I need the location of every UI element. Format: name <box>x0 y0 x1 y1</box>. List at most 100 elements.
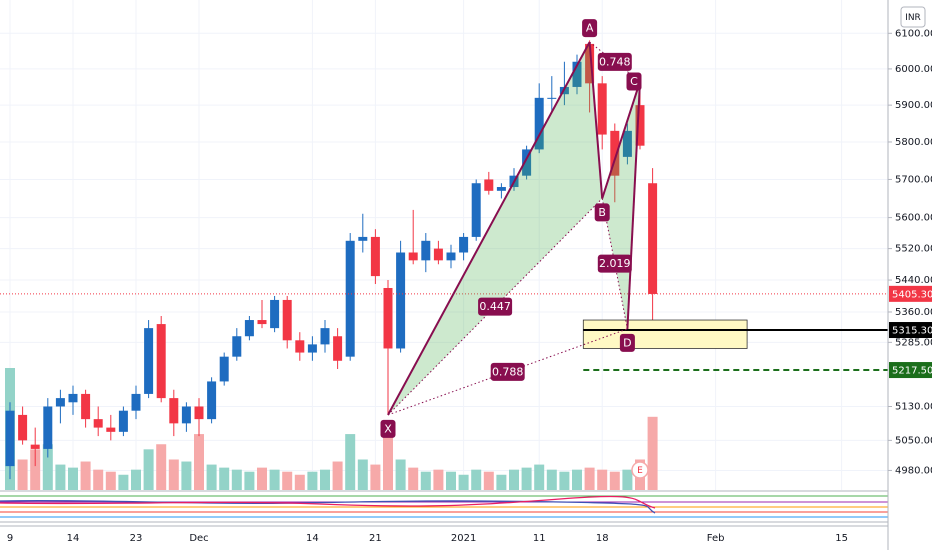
volume-bar <box>143 449 154 490</box>
candle-body <box>421 240 431 261</box>
candle-body <box>622 130 632 157</box>
ratio-label-box <box>490 362 525 381</box>
volume-bar <box>282 471 293 490</box>
candle-body <box>232 336 242 357</box>
volume-bar <box>395 459 406 490</box>
x-tick-label: 11 <box>533 533 546 544</box>
candle-body <box>207 381 217 420</box>
grid <box>0 0 888 490</box>
volume-bar <box>345 434 356 490</box>
y-tick-label: 5520.00 <box>895 244 932 255</box>
candle-body <box>396 252 406 349</box>
candle-body <box>522 149 532 176</box>
currency-box[interactable] <box>900 6 926 28</box>
pattern-leg <box>387 41 591 416</box>
candle-body <box>496 187 506 191</box>
y-tick-label: 4980.00 <box>895 465 932 476</box>
candle-body <box>93 419 103 428</box>
candle-body <box>408 252 418 261</box>
volume-bar <box>30 449 41 490</box>
pattern-point-label: B <box>598 206 606 219</box>
volume-bar <box>572 469 582 490</box>
x-tick-label: 2021 <box>451 533 476 544</box>
price-label-box <box>889 322 932 339</box>
indicator-pane <box>0 490 888 523</box>
y-tick-label: 5285.00 <box>895 337 932 348</box>
volume-bar <box>244 471 255 490</box>
pattern-point-label: D <box>623 336 631 349</box>
candle-body <box>635 105 645 146</box>
y-tick-label: 5050.00 <box>895 435 932 446</box>
y-tick-label: 5700.00 <box>895 174 932 185</box>
volume-bar <box>597 469 608 490</box>
pattern-triangle <box>388 42 603 415</box>
volume-bar <box>408 467 419 490</box>
indicator-line <box>0 495 656 509</box>
candle-body <box>244 320 254 337</box>
volume-bar <box>307 471 318 490</box>
volume-bar <box>458 474 469 490</box>
candle-body <box>144 328 154 394</box>
candle-body <box>471 183 481 237</box>
zone <box>582 319 748 349</box>
pattern-leg <box>626 81 641 329</box>
axes: 6100.00 6000.00 5900.00 5800.00 5700.00 5600.… <box>0 28 932 544</box>
ratio-label-box <box>597 52 632 71</box>
price-label: 5217.50 <box>892 366 932 377</box>
volume-bar <box>118 474 129 490</box>
candle-body <box>43 406 53 449</box>
candle-body <box>484 179 494 191</box>
x-tick-label: 18 <box>596 533 609 544</box>
volume-bar <box>609 471 620 490</box>
candle-body <box>68 393 78 403</box>
candle-body <box>181 406 191 424</box>
candle-body <box>307 344 317 353</box>
candle-body <box>610 130 620 176</box>
volume-bar <box>68 467 78 490</box>
volume-bar <box>521 467 532 490</box>
candle-body <box>106 427 116 432</box>
ratio-label: 0.748 <box>599 55 631 68</box>
candle-body <box>295 340 305 353</box>
x-tick-label: 14 <box>67 533 80 544</box>
candle-body <box>459 236 469 253</box>
volume-bar <box>131 469 141 490</box>
candle-body <box>572 61 582 87</box>
price-label-box <box>889 362 932 379</box>
ratio-label-box <box>478 297 513 316</box>
volume-bar <box>257 467 267 490</box>
price-label: 5315.30 <box>892 326 932 337</box>
x-tick-label: Dec <box>189 533 208 544</box>
pattern-point-label-box <box>582 19 598 38</box>
price-label: 5405.30 <box>892 289 932 300</box>
x-tick-label: 23 <box>130 533 143 544</box>
y-tick-label: 5360.00 <box>895 307 932 318</box>
pattern-point-label: C <box>630 75 638 88</box>
candle-body <box>597 83 607 135</box>
volume-bar <box>320 469 330 490</box>
candle-body <box>30 444 40 449</box>
candle-body <box>446 252 456 261</box>
volume-bar <box>383 434 393 490</box>
volume-bar <box>168 459 179 490</box>
volume-bar <box>496 474 507 490</box>
y-tick-label: 5900.00 <box>895 100 932 111</box>
ratio-label: 2.019 <box>599 257 631 270</box>
x-tick-label: 15 <box>835 533 848 544</box>
volume-bar <box>433 469 444 490</box>
candle-body <box>282 299 292 341</box>
y-tick-label: 5130.00 <box>895 401 932 412</box>
volume-bar <box>80 461 91 490</box>
volume-bar <box>483 471 494 490</box>
candle-body <box>433 248 443 261</box>
price-label-box <box>889 285 932 302</box>
volume-bar <box>357 459 368 490</box>
candle-body <box>345 240 355 357</box>
volume-bar <box>647 416 658 490</box>
candle-body <box>5 410 15 467</box>
y-tick-label: 5440.00 <box>895 275 932 286</box>
candle-body <box>81 393 91 420</box>
volume-bar <box>42 444 53 490</box>
y-tick-label: 6000.00 <box>895 64 932 75</box>
